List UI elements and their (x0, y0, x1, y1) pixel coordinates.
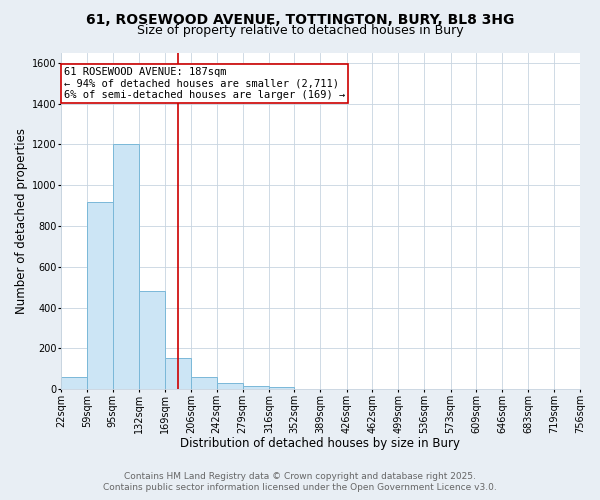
Bar (242, 386, 269, 390)
Bar (113, 144, 139, 390)
Bar (165, 358, 191, 390)
Bar (217, 383, 242, 390)
Text: 61, ROSEWOOD AVENUE, TOTTINGTON, BURY, BL8 3HG: 61, ROSEWOOD AVENUE, TOTTINGTON, BURY, B… (86, 12, 514, 26)
Text: Size of property relative to detached houses in Bury: Size of property relative to detached ho… (137, 24, 463, 37)
Bar (87, 202, 113, 390)
X-axis label: Distribution of detached houses by size in Bury: Distribution of detached houses by size … (181, 437, 460, 450)
Bar (269, 388, 295, 390)
Text: 61 ROSEWOOD AVENUE: 187sqm
← 94% of detached houses are smaller (2,711)
6% of se: 61 ROSEWOOD AVENUE: 187sqm ← 94% of deta… (64, 67, 345, 100)
Bar (139, 292, 165, 390)
Bar (191, 377, 217, 390)
Bar (61, 377, 87, 390)
Text: Contains HM Land Registry data © Crown copyright and database right 2025.
Contai: Contains HM Land Registry data © Crown c… (103, 472, 497, 492)
Y-axis label: Number of detached properties: Number of detached properties (15, 128, 28, 314)
